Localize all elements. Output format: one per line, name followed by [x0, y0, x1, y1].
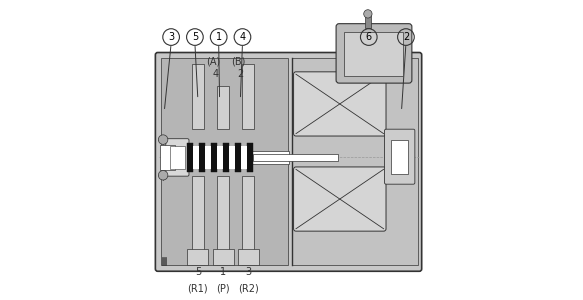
Circle shape: [159, 135, 168, 144]
Circle shape: [159, 170, 168, 180]
Text: 1: 1: [220, 267, 226, 277]
Bar: [194, 146, 199, 169]
FancyBboxPatch shape: [294, 72, 386, 136]
Bar: [188, 142, 194, 172]
Bar: [247, 142, 253, 172]
FancyBboxPatch shape: [156, 52, 422, 271]
Text: 1: 1: [216, 32, 222, 42]
Bar: [211, 142, 217, 172]
Text: 3: 3: [245, 267, 251, 277]
Bar: [192, 64, 204, 129]
FancyBboxPatch shape: [166, 139, 189, 176]
Text: 6: 6: [366, 32, 372, 42]
Text: (R2): (R2): [238, 283, 259, 293]
Text: 4: 4: [240, 32, 245, 42]
Bar: [235, 142, 241, 172]
Circle shape: [364, 10, 372, 18]
Bar: [292, 58, 418, 265]
Text: (R1): (R1): [188, 283, 208, 293]
Text: 5: 5: [195, 267, 201, 277]
Bar: [192, 176, 204, 265]
Bar: [253, 154, 338, 161]
Bar: [238, 249, 259, 265]
Bar: [199, 142, 205, 172]
Bar: [229, 146, 235, 169]
Text: 2: 2: [403, 32, 409, 42]
Bar: [217, 146, 223, 169]
Text: (B): (B): [231, 57, 246, 67]
FancyBboxPatch shape: [294, 167, 386, 231]
Bar: [171, 151, 289, 164]
Bar: [170, 146, 185, 169]
Bar: [217, 176, 229, 265]
Bar: [213, 249, 234, 265]
Text: 5: 5: [192, 32, 198, 42]
Text: (A): (A): [206, 57, 221, 67]
Bar: [160, 145, 175, 170]
Text: 2: 2: [237, 69, 244, 79]
Text: 4: 4: [213, 69, 219, 79]
Text: (P): (P): [216, 283, 230, 293]
Bar: [188, 249, 208, 265]
Bar: [223, 142, 229, 172]
Bar: [365, 15, 371, 28]
Bar: [391, 140, 408, 174]
Bar: [243, 64, 254, 129]
Bar: [217, 86, 229, 129]
Bar: [343, 32, 403, 76]
FancyBboxPatch shape: [336, 24, 412, 83]
Polygon shape: [339, 27, 409, 80]
Bar: [243, 176, 254, 265]
FancyBboxPatch shape: [385, 129, 415, 184]
Bar: [205, 146, 211, 169]
Bar: [161, 58, 287, 265]
Bar: [241, 146, 247, 169]
Text: 3: 3: [168, 32, 174, 42]
